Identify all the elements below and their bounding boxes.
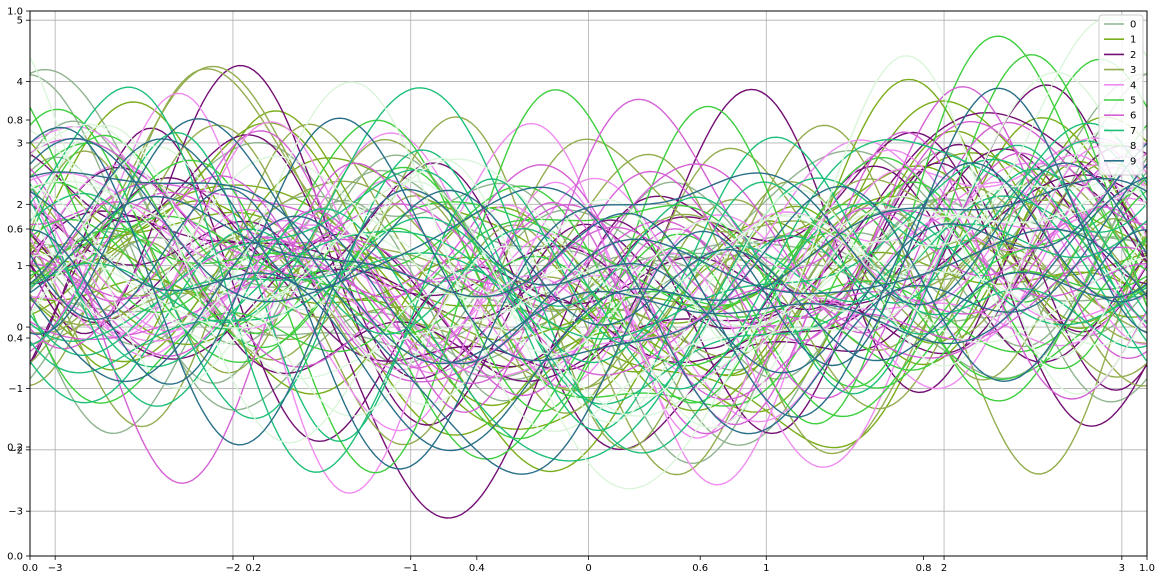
outer-y-tick-label: 0.2 xyxy=(7,443,23,454)
andrews-curve xyxy=(29,98,1148,413)
y-tick-label: −1 xyxy=(8,384,23,395)
andrews-curve xyxy=(29,117,1148,449)
legend-label: 8 xyxy=(1130,141,1136,152)
outer-x-tick-label: 0.8 xyxy=(916,563,932,574)
outer-y-tick-label: 1.0 xyxy=(7,7,23,18)
andrews-curve xyxy=(29,53,1148,404)
outer-x-tick-label: 0.2 xyxy=(245,563,261,574)
andrews-curve xyxy=(29,17,1148,429)
legend-label: 5 xyxy=(1130,96,1136,107)
series-class-4 xyxy=(29,92,1148,494)
andrews-curve xyxy=(29,137,1148,435)
y-tick-label: 0 xyxy=(17,323,23,334)
legend-label: 0 xyxy=(1130,20,1136,31)
curves xyxy=(29,17,1148,519)
andrews-curve xyxy=(29,174,1148,519)
andrews-curve xyxy=(29,168,1148,432)
andrews-curve xyxy=(29,122,1148,417)
andrews-curve xyxy=(29,68,1148,392)
y-tick-label: 5 xyxy=(17,16,23,27)
andrews-curve xyxy=(29,86,1148,473)
andrews-curve xyxy=(29,126,1148,446)
outer-x-tick-label: 0.6 xyxy=(692,563,708,574)
andrews-curve xyxy=(29,180,1148,490)
outer-x-tick-label: 0.0 xyxy=(22,563,38,574)
y-tick-label: 1 xyxy=(17,261,23,272)
y-tick-label: −3 xyxy=(8,507,23,518)
series-class-9 xyxy=(29,87,1148,475)
andrews-curve xyxy=(29,131,1148,443)
legend-label: 9 xyxy=(1130,156,1136,167)
andrews-curve xyxy=(29,55,1148,395)
andrews-curve xyxy=(29,215,1148,383)
andrews-curve xyxy=(29,181,1148,404)
x-tick-label: −1 xyxy=(403,563,418,574)
outer-y-tick-label: 0.4 xyxy=(7,334,23,345)
andrews-curve xyxy=(29,92,1147,494)
andrews-curve xyxy=(29,162,1148,470)
andrews-curve xyxy=(29,132,1148,388)
andrews-curve xyxy=(29,101,1148,473)
andrews-curve xyxy=(29,138,1148,376)
andrews-curve xyxy=(29,87,1148,475)
legend: 0 1 2 3 4 5 6 7 8 9 xyxy=(1098,14,1144,176)
andrews-curve xyxy=(29,89,1148,474)
andrews-curve xyxy=(29,145,1148,424)
x-tick-label: 1 xyxy=(763,563,769,574)
x-tick-label: 0 xyxy=(585,563,591,574)
andrews-curve xyxy=(29,171,1148,365)
x-tick-label: −3 xyxy=(48,563,63,574)
andrews-curve xyxy=(29,154,1148,371)
legend-label: 1 xyxy=(1130,35,1136,46)
legend-label: 7 xyxy=(1130,126,1136,137)
legend-label: 2 xyxy=(1130,50,1136,61)
y-tick-label: 3 xyxy=(17,138,23,149)
andrews-curve xyxy=(29,130,1148,435)
x-tick-label: 2 xyxy=(941,563,947,574)
outer-y-tick-label: 0.0 xyxy=(7,552,23,563)
andrews-curve xyxy=(29,81,1148,433)
andrews-curve xyxy=(29,138,1148,362)
andrews-curve xyxy=(29,142,1148,418)
andrews-curve xyxy=(29,117,1148,385)
legend-label: 3 xyxy=(1130,65,1136,76)
legend-label: 6 xyxy=(1130,111,1136,122)
outer-x-tick-label: 1.0 xyxy=(1139,563,1155,574)
x-tick-label: 3 xyxy=(1119,563,1125,574)
y-tick-label: 4 xyxy=(17,77,23,88)
y-tick-label: −2 xyxy=(8,445,23,456)
x-tick-label: −2 xyxy=(226,563,241,574)
series-class-5 xyxy=(29,35,1148,474)
andrews-curve xyxy=(29,86,1148,397)
y-tick-label: 2 xyxy=(17,200,23,211)
andrews-curve xyxy=(29,177,1148,452)
andrews-curve xyxy=(29,35,1148,440)
legend-label: 4 xyxy=(1130,80,1136,91)
andrews-curve xyxy=(29,124,1148,380)
andrews-curve xyxy=(29,163,1148,435)
outer-y-tick-label: 0.8 xyxy=(7,116,23,127)
axis-ticks: −3 −2 −1 0 1 2 3 −3 −2 −1 0 1 2 3 4 5 0.0 0.2 0.4 0.6 0.8 1.0… xyxy=(7,7,1155,575)
andrews-curve xyxy=(29,138,1148,404)
andrews-curve xyxy=(29,162,1148,418)
outer-x-tick-label: 0.4 xyxy=(469,563,485,574)
andrews-curve xyxy=(29,156,1148,485)
outer-y-tick-label: 0.6 xyxy=(7,225,23,236)
andrews-curve xyxy=(29,121,1148,390)
andrews-curve xyxy=(29,123,1148,444)
series-class-8 xyxy=(29,17,1148,490)
